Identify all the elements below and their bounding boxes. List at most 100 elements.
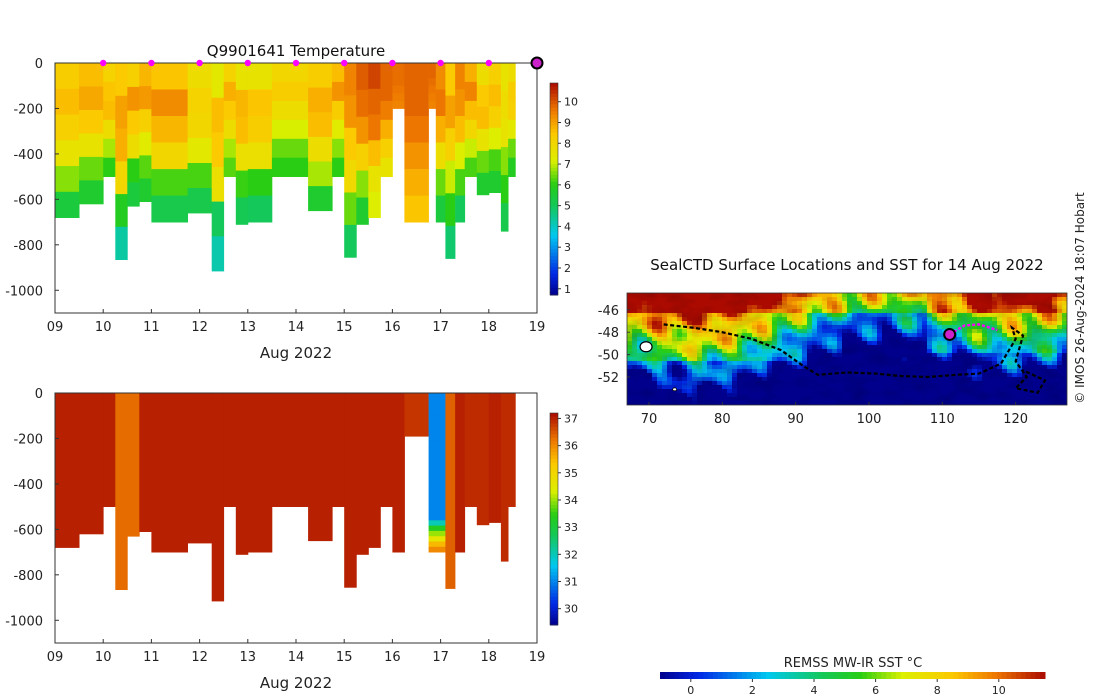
section-cell xyxy=(380,157,393,177)
colorbar-segment xyxy=(550,519,558,524)
colorbar-segment xyxy=(550,568,558,573)
colorbar-segment xyxy=(550,579,558,584)
section-cell xyxy=(271,157,309,177)
map-y-tick-label: -48 xyxy=(598,326,619,341)
section-cell xyxy=(500,175,509,204)
colorbar-segment xyxy=(550,540,558,545)
x-tick-label: 19 xyxy=(529,650,546,665)
sst-colorbar-segment xyxy=(862,672,868,679)
section-cell xyxy=(435,63,446,90)
profile-marker xyxy=(196,59,203,67)
colorbar-segment xyxy=(550,508,558,513)
section-cell xyxy=(428,424,446,431)
section-cell xyxy=(508,119,516,140)
colorbar-tick-label: 7 xyxy=(564,158,571,171)
sst-colorbar-segment xyxy=(727,672,733,679)
sst-colorbar-segment xyxy=(785,672,791,679)
section-cell xyxy=(392,85,405,94)
section-cell xyxy=(428,472,446,479)
section-cell xyxy=(151,142,188,170)
colorbar-segment xyxy=(550,249,558,254)
colorbar-segment xyxy=(550,554,558,559)
section-cell xyxy=(428,393,446,399)
sst-colorbar-segment xyxy=(780,672,786,679)
colorbar-segment xyxy=(550,416,558,421)
section-cell xyxy=(79,63,104,87)
section-cell xyxy=(428,419,446,426)
colorbar-segment xyxy=(550,533,558,538)
section-cell xyxy=(127,134,140,159)
section-cell xyxy=(151,195,188,223)
section-cell xyxy=(211,97,225,133)
y-tick-label: 0 xyxy=(35,57,43,72)
section-cell xyxy=(103,63,116,83)
section-cell xyxy=(127,86,140,112)
colorbar-segment xyxy=(550,483,558,488)
colorbar-segment xyxy=(550,455,558,460)
section-cell xyxy=(392,63,405,71)
x-tick-label: 16 xyxy=(384,320,401,335)
temperature-panel: 09 10 11 12 13 14 15 16 17 18 19 0-200-400-600-800… xyxy=(5,42,578,362)
colorbar-segment xyxy=(550,607,558,612)
colorbar-segment xyxy=(550,280,558,285)
section-cell xyxy=(235,197,249,225)
section-cell xyxy=(356,143,369,171)
colorbar-segment xyxy=(550,178,558,183)
section-cell xyxy=(428,488,446,495)
sst-colorbar-segment xyxy=(799,672,805,679)
section-cell xyxy=(476,128,490,152)
sst-colorbar-segment xyxy=(857,672,863,679)
section-cell xyxy=(428,483,446,489)
section-cell xyxy=(223,100,237,121)
sst-colorbar-segment xyxy=(1006,672,1012,679)
section-cell xyxy=(55,166,80,193)
temperature-x-ticks: 09 10 11 12 13 14 15 16 17 18 19 xyxy=(47,309,545,335)
section-cell xyxy=(139,63,152,87)
section-cell xyxy=(508,157,516,177)
section-cell xyxy=(428,440,446,447)
section-cell xyxy=(308,112,333,138)
x-tick-label: 13 xyxy=(240,320,257,335)
section-cell xyxy=(115,161,128,195)
section-cell xyxy=(500,203,509,232)
section-cell xyxy=(380,100,393,121)
sst-colorbar-segment xyxy=(919,672,926,679)
colorbar-segment xyxy=(550,420,558,425)
colorbar-segment xyxy=(550,413,558,418)
x-tick-label: 17 xyxy=(432,320,449,335)
colorbar-segment xyxy=(550,586,558,591)
kerguelen-island xyxy=(639,341,653,353)
y-tick-label: -400 xyxy=(13,478,43,493)
sst-colorbar-segment xyxy=(789,672,796,679)
sst-colorbar-segment xyxy=(732,672,738,679)
sst-colorbar-tick-label: 8 xyxy=(934,684,941,697)
section-cell xyxy=(247,89,273,117)
section-cell xyxy=(79,133,104,158)
section-cell xyxy=(271,81,309,102)
section-cell xyxy=(428,414,446,420)
sst-colorbar-label: REMSS MW-IR SST °C xyxy=(784,656,923,671)
section-cell xyxy=(380,81,393,102)
section-cell xyxy=(464,157,478,177)
section-cell xyxy=(55,88,80,115)
section-cell xyxy=(79,156,104,181)
colorbar-segment xyxy=(550,511,558,516)
sst-colorbar-segment xyxy=(871,672,878,679)
section-cell xyxy=(271,63,309,83)
section-cell xyxy=(500,119,509,148)
section-cell xyxy=(115,393,128,590)
section-cell xyxy=(380,119,393,140)
sst-colorbar-segment xyxy=(876,672,882,679)
y-tick-label: -400 xyxy=(13,148,43,163)
colorbar-segment xyxy=(550,596,558,601)
section-cell xyxy=(500,147,509,176)
section-cell xyxy=(127,393,140,537)
map-y-tick-label: -52 xyxy=(598,371,619,386)
colorbar-segment xyxy=(550,242,558,247)
section-cell xyxy=(476,393,490,526)
section-cell xyxy=(445,128,456,162)
section-cell xyxy=(455,116,466,143)
colorbar-segment xyxy=(550,561,558,566)
map-x-tick-label: 120 xyxy=(1003,412,1028,427)
sst-colorbar-segment xyxy=(895,672,902,679)
